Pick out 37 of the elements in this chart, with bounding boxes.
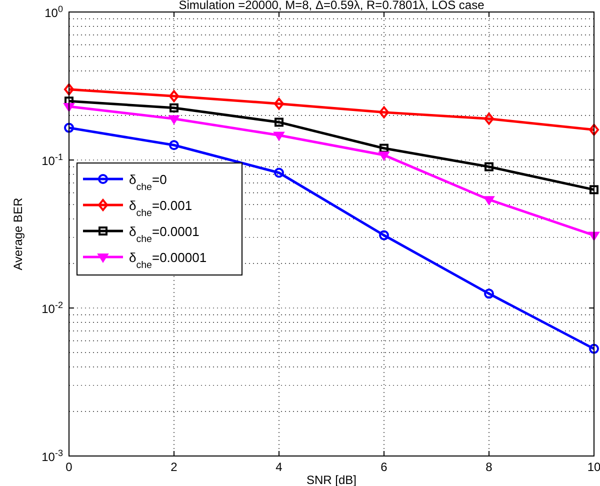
point (484, 112, 494, 125)
legend-label: δ$_{che}$=0.00001 (129, 250, 207, 270)
point (379, 106, 389, 118)
chart-title: Simulation =20000, M=8, Δ=0.59λ, R=0.7801λ, LOS case (178, 0, 485, 12)
x-tick-label: 0 (66, 460, 73, 474)
y-tick-label: 10$^{-3}$ (42, 448, 63, 464)
point (168, 115, 180, 124)
x-tick-label: 10 (587, 460, 600, 474)
point (484, 196, 494, 206)
legend-label: δ$_{che}$=0.001 (129, 198, 192, 218)
y-tick-label: 10$^{-2}$ (42, 300, 63, 316)
point (64, 96, 74, 106)
x-tick-label: 6 (380, 460, 388, 474)
point (169, 140, 179, 150)
point (169, 90, 179, 102)
y-tick-label: 10$^{0}$ (44, 4, 63, 20)
point (274, 132, 284, 141)
point (64, 83, 74, 96)
point (64, 122, 74, 133)
point (378, 152, 390, 161)
point (484, 288, 494, 299)
point (379, 230, 389, 240)
x-tick-label: 4 (276, 460, 283, 474)
point (484, 162, 494, 172)
point (589, 124, 599, 136)
y-axis-title: Average BER (11, 197, 25, 270)
point (589, 344, 599, 354)
point (274, 118, 284, 127)
point (590, 185, 598, 194)
x-tick-label: 2 (170, 460, 178, 474)
x-tick-label: 8 (486, 460, 493, 474)
point (274, 98, 284, 110)
y-tick-label: 10$^{-1}$ (42, 152, 63, 168)
legend-label: δ$_{che}$=0 (129, 172, 167, 192)
legend-label: δ$_{che}$=0.0001 (129, 224, 200, 244)
point (170, 103, 178, 112)
point (274, 168, 284, 178)
